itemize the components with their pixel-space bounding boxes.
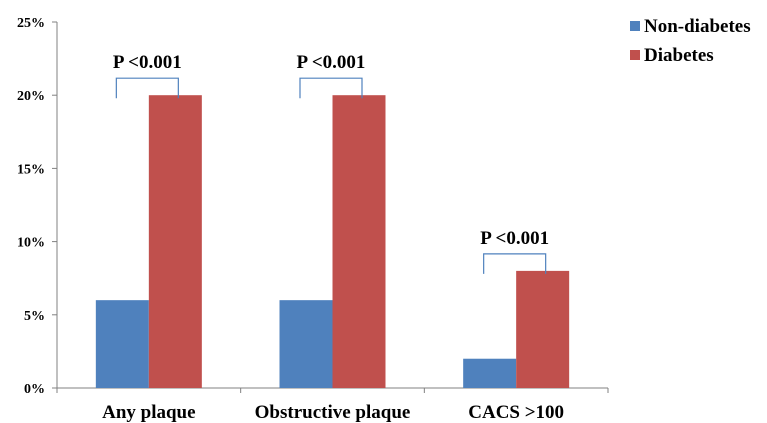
significance-bracket (299, 77, 363, 99)
y-tick-label: 25% (17, 16, 45, 31)
significance-bracket (483, 253, 547, 274)
bar-diabetes-1 (332, 95, 386, 388)
significance-bracket (115, 77, 179, 99)
y-tick-label: 15% (17, 162, 45, 177)
legend-swatch-diabetes (630, 50, 640, 60)
bar-non-diabetes-0 (95, 300, 149, 388)
legend-label: Non-diabetes (644, 16, 751, 37)
legend-label: Diabetes (644, 45, 714, 66)
bar-non-diabetes-2 (463, 358, 517, 388)
x-axis-labels: Any plaque Obstructive plaque CACS >100 (56, 388, 609, 423)
annotations: P <0.001 P <0.001 P <0.001 (113, 52, 549, 274)
x-category-label: CACS >100 (468, 402, 564, 423)
legend: Non-diabetes Diabetes (630, 16, 751, 66)
y-tick-label: 20% (17, 89, 45, 104)
bar-diabetes-0 (148, 95, 202, 388)
y-tick-label: 0% (24, 382, 45, 397)
bar-diabetes-2 (516, 270, 570, 388)
y-tick-label: 10% (17, 236, 45, 251)
x-category-label: Obstructive plaque (255, 402, 411, 423)
legend-swatch-non-diabetes (630, 21, 640, 31)
p-value-label: P <0.001 (297, 52, 366, 73)
p-value-label: P <0.001 (113, 52, 182, 73)
p-value-label: P <0.001 (480, 228, 549, 249)
y-axis-ticks: 0% 5% 10% 15% 20% 25% (17, 16, 57, 397)
x-category-label: Any plaque (102, 402, 195, 423)
y-tick-label: 5% (24, 309, 45, 324)
bar-non-diabetes-1 (279, 300, 333, 388)
bars (95, 95, 570, 388)
